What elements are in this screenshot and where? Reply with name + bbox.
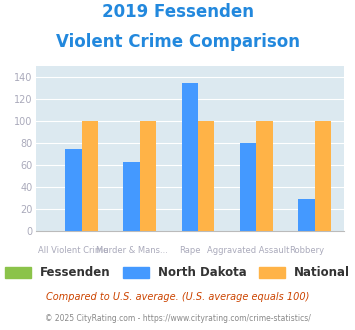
Bar [65, 148, 82, 231]
Text: Aggravated Assault: Aggravated Assault [207, 246, 289, 255]
Text: Violent Crime Comparison: Violent Crime Comparison [55, 33, 300, 51]
Bar [315, 121, 331, 231]
Bar [256, 121, 273, 231]
Text: All Violent Crime: All Violent Crime [38, 246, 109, 255]
Legend: Fessenden, North Dakota, National: Fessenden, North Dakota, National [0, 262, 355, 284]
Bar [82, 121, 98, 231]
Text: © 2025 CityRating.com - https://www.cityrating.com/crime-statistics/: © 2025 CityRating.com - https://www.city… [45, 314, 310, 323]
Bar [140, 121, 156, 231]
Text: Robbery: Robbery [289, 246, 324, 255]
Bar [298, 199, 315, 231]
Bar [124, 162, 140, 231]
Text: Murder & Mans...: Murder & Mans... [96, 246, 168, 255]
Bar [240, 143, 256, 231]
Bar [198, 121, 214, 231]
Text: Compared to U.S. average. (U.S. average equals 100): Compared to U.S. average. (U.S. average … [46, 292, 309, 302]
Text: 2019 Fessenden: 2019 Fessenden [102, 3, 253, 21]
Bar [182, 82, 198, 231]
Text: Rape: Rape [179, 246, 201, 255]
